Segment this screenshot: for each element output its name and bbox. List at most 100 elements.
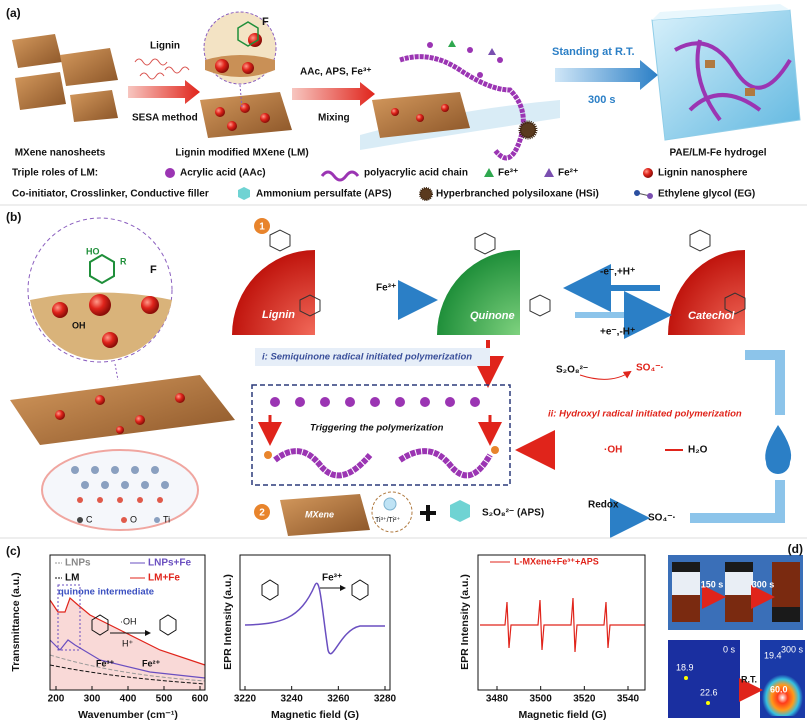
label: -e⁻,+H⁺ bbox=[600, 267, 635, 278]
lm-sheet-part bbox=[227, 121, 237, 131]
lm-zoom-part-part bbox=[97, 497, 103, 503]
panel-label: (b) bbox=[6, 210, 21, 224]
mxene-sheets-part bbox=[70, 90, 118, 122]
legend-icons-part bbox=[419, 187, 433, 201]
label: i: Semiquinone radical initiated polymer… bbox=[262, 352, 472, 363]
legend-entry: LM+Fe bbox=[148, 573, 180, 584]
ftir-plot-part bbox=[91, 614, 109, 636]
lm-zoom-part-part bbox=[161, 481, 169, 489]
lm-zoom-part bbox=[52, 302, 68, 318]
hydrogel-part bbox=[705, 60, 715, 68]
lm-sheet-part bbox=[260, 113, 270, 123]
lm-sheet bbox=[200, 11, 292, 138]
x-tick-label: 500 bbox=[156, 694, 173, 705]
hydrogel bbox=[651, 4, 801, 141]
legend-entry: LNPs bbox=[65, 558, 91, 569]
caption: PAE/LM-Fe hydrogel bbox=[669, 148, 766, 159]
label: MXene bbox=[305, 509, 334, 519]
mixture-part bbox=[427, 42, 433, 48]
label: O bbox=[130, 514, 137, 524]
label: HO bbox=[86, 246, 100, 256]
polymerization-box-part-part bbox=[295, 397, 305, 407]
panel-label: (a) bbox=[6, 6, 21, 20]
polymerization-box-part-part bbox=[445, 397, 455, 407]
lignin-particle-part bbox=[232, 250, 315, 335]
process-arrows-part bbox=[128, 80, 200, 104]
ftir-plot-part bbox=[49, 596, 206, 666]
panel-label: (d) bbox=[788, 542, 803, 556]
mixture bbox=[360, 40, 560, 161]
lm-zoom-part bbox=[77, 497, 163, 503]
structures-part bbox=[269, 229, 291, 252]
label: 300 s bbox=[588, 94, 616, 106]
legend-entry: Acrylic acid (AAc) bbox=[180, 168, 266, 179]
lm-zoom-part-part bbox=[71, 466, 79, 474]
lignin-particle bbox=[232, 250, 315, 335]
process-arrows-part bbox=[555, 60, 658, 90]
label: Ti bbox=[163, 514, 170, 524]
lm-zoom-part-part bbox=[157, 497, 163, 503]
reaction-arrows-part bbox=[745, 350, 785, 415]
polymerization-box-part bbox=[273, 448, 493, 479]
legend-entry: Fe³⁺ bbox=[498, 168, 518, 179]
label: SESA method bbox=[132, 113, 198, 124]
label: +e⁻,-H⁺ bbox=[600, 327, 635, 338]
route2-icons-part bbox=[383, 497, 397, 511]
lm-zoom-part bbox=[10, 375, 235, 445]
structures-part bbox=[529, 294, 551, 317]
x-tick-label: 3540 bbox=[617, 694, 640, 705]
lm-zoom-part-part bbox=[121, 481, 129, 489]
y-axis-label: EPR Intensity (a.u.) bbox=[459, 574, 471, 670]
label: OH bbox=[72, 320, 86, 330]
vials-part bbox=[672, 562, 700, 572]
lm-zoom-part bbox=[71, 466, 169, 489]
label: ii: Hydroxyl radical initiated polymeriz… bbox=[548, 409, 742, 420]
thermal-images bbox=[668, 640, 805, 718]
lm-zoom-part-part bbox=[141, 481, 149, 489]
y-axis-label: Transmittance (a.u.) bbox=[10, 572, 22, 671]
label: Ti³⁺/Ti²⁺ bbox=[375, 517, 400, 524]
legend-icons-part bbox=[643, 168, 653, 178]
lm-sheet-part bbox=[237, 21, 259, 47]
mxene-sheets-part bbox=[12, 34, 62, 68]
label: H₂O bbox=[688, 445, 708, 456]
polymerization-box-part-part bbox=[370, 397, 380, 407]
lm-zoom-part-part bbox=[151, 466, 159, 474]
x-axis-label: Wavenumber (cm⁻¹) bbox=[78, 709, 178, 721]
legend-icons-part bbox=[165, 168, 175, 178]
x-tick-label: 600 bbox=[192, 694, 209, 705]
lm-zoom-part bbox=[41, 449, 199, 531]
label: 0 s bbox=[723, 644, 736, 654]
epr-mxene-plot-part bbox=[477, 554, 646, 691]
legend-icons-part bbox=[544, 168, 554, 177]
hydrogel-part bbox=[652, 4, 790, 20]
x-tick-label: 3260 bbox=[327, 694, 350, 705]
label: 300 s bbox=[781, 644, 804, 654]
epr-mxene-plot-part bbox=[480, 597, 645, 653]
label: Lignin bbox=[150, 41, 180, 52]
x-tick-label: 400 bbox=[120, 694, 137, 705]
label: Fe³⁺ bbox=[96, 658, 115, 668]
route2-icons-part bbox=[280, 494, 370, 536]
vials bbox=[668, 555, 803, 630]
lm-sheet-part bbox=[242, 62, 254, 74]
mixture-part bbox=[416, 114, 424, 122]
legend-icons-part bbox=[238, 187, 250, 200]
polymerization-box-part bbox=[251, 384, 511, 486]
label: Co-initiator, Crosslinker, Conductive fi… bbox=[12, 189, 209, 200]
route-markers bbox=[254, 218, 270, 520]
polymerization-box-part-part bbox=[320, 397, 330, 407]
label: 22.6 bbox=[700, 687, 718, 697]
mixture-part bbox=[497, 57, 503, 63]
polymerization-box-part-part bbox=[270, 397, 280, 407]
lm-zoom-part bbox=[102, 332, 118, 348]
mixture-part bbox=[399, 54, 526, 161]
mixture-part bbox=[448, 40, 456, 47]
x-tick-label: 3500 bbox=[530, 694, 553, 705]
legend-entry: polyacrylic acid chain bbox=[364, 168, 468, 179]
mxene-sheets-part bbox=[15, 72, 66, 110]
epr-lignin-plot-part bbox=[244, 582, 385, 655]
lm-zoom-part-part bbox=[137, 497, 143, 503]
lm-zoom-part-part bbox=[91, 466, 99, 474]
polymerization-box-part-part bbox=[395, 397, 405, 407]
